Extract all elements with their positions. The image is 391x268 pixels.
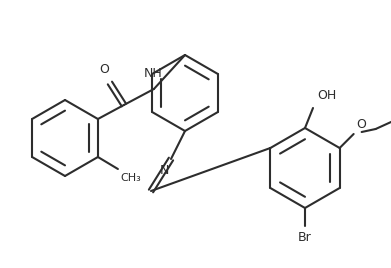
Text: O: O	[99, 63, 109, 76]
Text: O: O	[357, 118, 366, 131]
Text: OH: OH	[317, 89, 336, 102]
Text: CH₃: CH₃	[120, 173, 141, 183]
Text: N: N	[159, 164, 169, 177]
Text: NH: NH	[143, 67, 162, 80]
Text: Br: Br	[298, 231, 312, 244]
